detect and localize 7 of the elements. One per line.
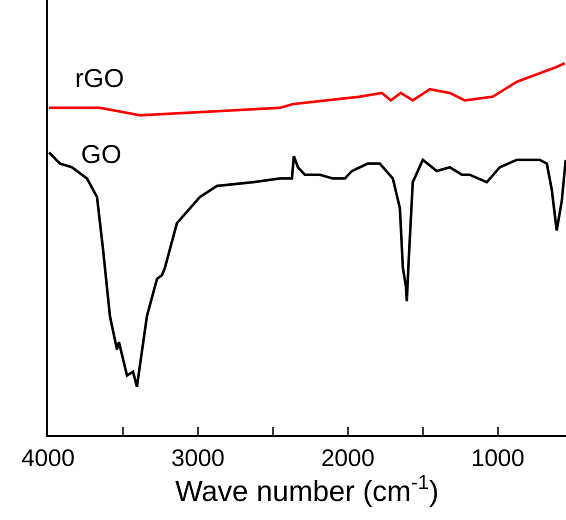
- series-label: rGO: [75, 63, 124, 93]
- series-label: GO: [81, 139, 122, 169]
- x-tick-label: 1000: [471, 444, 524, 472]
- x-axis-title: Wave number (cm$^{-1}$): [175, 472, 439, 508]
- x-tick-label: 2000: [321, 444, 375, 472]
- x-tick-label: 3000: [171, 444, 225, 472]
- x-tick-label: 4000: [21, 444, 75, 472]
